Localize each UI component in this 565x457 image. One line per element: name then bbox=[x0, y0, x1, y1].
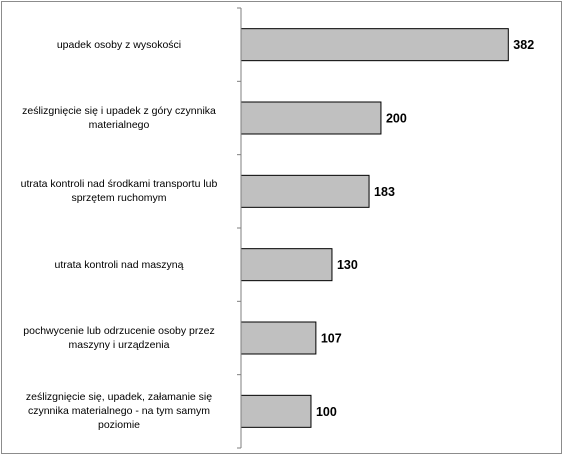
category-label-4: pochwycenie lub odrzucenie osoby przez m… bbox=[23, 325, 215, 351]
category-label-3: utrata kontroli nad maszyną bbox=[54, 258, 184, 271]
bar-2 bbox=[240, 174, 370, 208]
bar-0 bbox=[240, 28, 509, 62]
bar-4 bbox=[240, 321, 317, 355]
category-label-1: ześlizgnięcie się i upadek z góry czynni… bbox=[22, 105, 216, 131]
value-label-0: 382 bbox=[513, 38, 534, 52]
bars-layer bbox=[237, 7, 509, 449]
value-label-2: 183 bbox=[374, 185, 395, 199]
category-label-5: ześlizgnięcie się, upadek, załamanie się… bbox=[25, 391, 213, 432]
value-label-5: 100 bbox=[316, 405, 337, 419]
value-label-1: 200 bbox=[386, 112, 407, 126]
category-label-2: utrata kontroli nad środkami transportu … bbox=[20, 178, 218, 205]
bar-1 bbox=[240, 101, 382, 135]
value-labels-layer: 382 200 183 130 107 100 bbox=[316, 38, 534, 419]
category-label-0: upadek osoby z wysokości bbox=[56, 38, 182, 51]
bar-5 bbox=[240, 394, 312, 428]
bar-3 bbox=[240, 248, 333, 282]
value-label-3: 130 bbox=[337, 258, 358, 272]
value-label-4: 107 bbox=[321, 332, 342, 346]
